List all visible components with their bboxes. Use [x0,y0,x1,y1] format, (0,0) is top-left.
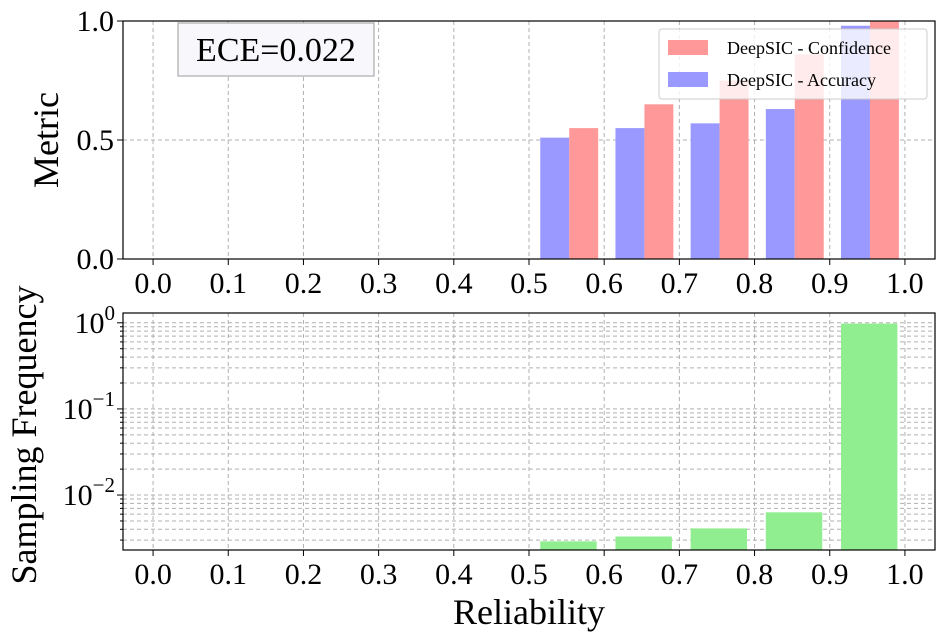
legend-swatch-accuracy [668,72,708,87]
bottom-xtick-label: 0.1 [210,558,248,591]
bottom-ytick-label: 10−2 [63,473,115,512]
bottom-xlabel: Reliability [453,592,605,632]
bottom-ytick-label: 100 [75,301,116,340]
bottom-xtick-label: 0.8 [736,558,774,591]
frequency-bar [841,323,898,550]
frequency-bar [690,528,748,550]
top-ticks: 0.0 0.1 0.2 0.3 0.4 0.5 0.6 0.7 0.8 0.9 1.0 0.0 0.5 1… [77,5,924,300]
top-xtick-label: 1.0 [886,267,924,300]
bottom-xtick-label: 0.0 [134,558,172,591]
confidence-bar [569,128,599,259]
top-xtick-label: 0.9 [811,267,849,300]
frequency-bar [540,541,597,550]
confidence-bar [644,104,674,259]
ece-box-frame [177,22,375,77]
bottom-grid [123,313,935,550]
bottom-xtick-label: 0.3 [360,558,398,591]
bottom-xtick-label: 0.4 [435,558,473,591]
frequency-bar [765,512,823,550]
top-xtick-label: 0.4 [435,267,473,300]
legend: DeepSIC - Confidence DeepSIC - Accuracy [658,28,928,100]
top-xtick-label: 0.2 [285,267,323,300]
top-ytick-label: 0.0 [77,243,115,276]
frequency-bar [615,536,672,550]
bottom-xtick-label: 0.7 [661,558,699,591]
bottom-bars [540,323,898,550]
confidence-bar [719,80,749,259]
legend-frame [658,28,928,100]
legend-label-accuracy: DeepSIC - Accuracy [727,70,876,90]
top-xtick-label: 0.1 [210,267,248,300]
bottom-xtick-label: 1.0 [886,558,924,591]
bottom-xtick-label: 0.6 [585,558,623,591]
bottom-ticks: 0.0 0.1 0.2 0.3 0.4 0.5 0.6 0.7 0.8 0.9 1.0 10−2 10−… [63,301,924,591]
accuracy-bar [615,128,645,259]
top-xtick-label: 0.0 [134,267,172,300]
bottom-xtick-label: 0.5 [510,558,548,591]
top-xtick-label: 0.5 [510,267,548,300]
top-xtick-label: 0.3 [360,267,398,300]
bottom-ylabel: Sampling Frequency [4,286,44,585]
bottom-xtick-label: 0.2 [285,558,323,591]
legend-swatch-confidence [668,40,708,55]
ece-annotation: ECE=0.022 [196,32,356,69]
top-ylabel: Metric [26,92,66,188]
top-xtick-label: 0.8 [736,267,774,300]
accuracy-bar [765,109,795,259]
ece-box: ECE=0.022 [177,22,375,77]
top-xtick-label: 0.7 [661,267,699,300]
top-xtick-label: 0.6 [585,267,623,300]
top-ytick-label: 0.5 [77,124,115,157]
top-ytick-label: 1.0 [77,5,115,38]
legend-label-confidence: DeepSIC - Confidence [727,38,891,58]
bottom-xtick-label: 0.9 [811,558,849,591]
accuracy-bar [690,123,720,259]
accuracy-bar [540,137,570,259]
bottom-ytick-label: 10−1 [63,387,115,426]
